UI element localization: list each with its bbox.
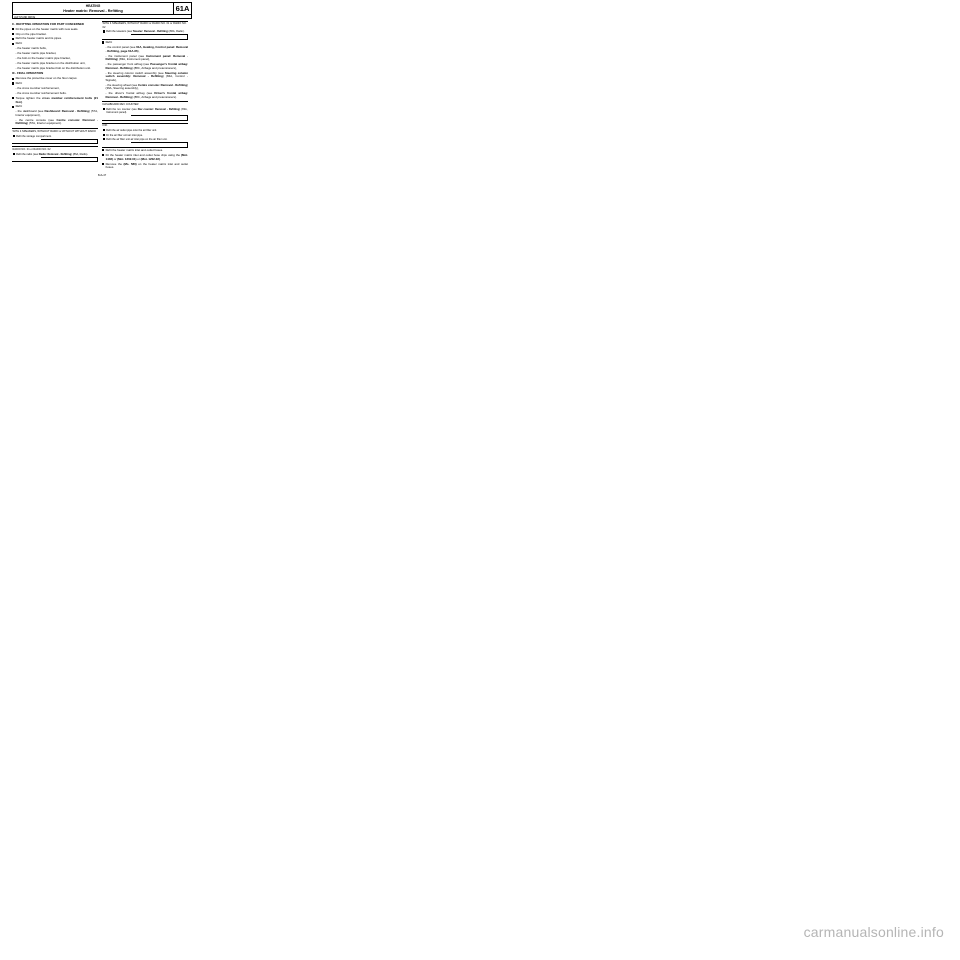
page-header: HEATING Heater matrix: Removal - Refitti… bbox=[12, 2, 192, 15]
condition-head: RADIO NO. 01 or RADIO NO. 02 bbox=[13, 148, 98, 151]
header-text: HEATING Heater matrix: Removal - Refitti… bbox=[13, 3, 173, 14]
dash-item: the steering wheel (see Centre console: … bbox=[102, 84, 188, 91]
list-item: Fit the pipes on the heater matrix with … bbox=[12, 28, 98, 32]
condition-box: WITH 4 SPEAKERS, WITHOUT RADIO or RADIO … bbox=[102, 21, 188, 40]
drive-bar: LEFT-HAND DRIVE bbox=[12, 15, 192, 19]
body-columns: II - REFITTING OPERATION FOR PART CONCER… bbox=[12, 21, 192, 172]
condition-box: WITH 4 SPEAKERS, WITHOUT RADIO or WITHOU… bbox=[12, 128, 98, 144]
list-item: Refit the storage compartment. bbox=[13, 135, 98, 138]
condition-head: K9K bbox=[103, 124, 188, 127]
list-item: Refit the radio (see Radio: Removal - Re… bbox=[13, 153, 98, 156]
condition-box: DASHBOARD REV COUNTER Refit the rev coun… bbox=[102, 101, 188, 120]
list-item: Remove the (Ms. 583) on the heater matri… bbox=[102, 163, 188, 170]
condition-head: WITH 4 SPEAKERS, WITHOUT RADIO or WITHOU… bbox=[13, 130, 98, 133]
list-item: Remove the protective cover on the floor… bbox=[12, 77, 98, 81]
dash-item: the heater matrix pipe bracket on the di… bbox=[12, 62, 98, 66]
condition-head: WITH 4 SPEAKERS, WITHOUT RADIO or RADIO … bbox=[103, 22, 188, 28]
section-2-title: II - REFITTING OPERATION FOR PART CONCER… bbox=[12, 23, 98, 27]
dash-item: the steering column switch assembly (see… bbox=[102, 72, 188, 83]
dash-item: the control panel (see 61A, Heating, Con… bbox=[102, 46, 188, 53]
dash-item: the passenger front airbag (see Passenge… bbox=[102, 63, 188, 70]
list-item: Fit the heater matrix inlet and outlet h… bbox=[102, 154, 188, 161]
list-item: Fit the air filter unit air inlet pipe. bbox=[103, 134, 188, 137]
left-column: II - REFITTING OPERATION FOR PART CONCER… bbox=[12, 21, 98, 172]
list-item: Torque tighten the cross member reinforc… bbox=[12, 97, 98, 104]
dash-item: the centre console (see Centre console: … bbox=[12, 119, 98, 126]
condition-box: RADIO NO. 01 or RADIO NO. 02 Refit the r… bbox=[12, 146, 98, 162]
condition-box: K9K Refit the air outlet pipe onto the a… bbox=[102, 123, 188, 148]
list-item: Refit the rev counter (see Rev counter: … bbox=[103, 108, 188, 114]
right-column: WITH 4 SPEAKERS, WITHOUT RADIO or RADIO … bbox=[102, 21, 188, 172]
page-number: 61A-47 bbox=[12, 174, 192, 177]
section-code: 61A bbox=[173, 3, 191, 14]
list-item: Refit the tweeters (see Tweeter: Removal… bbox=[103, 30, 188, 33]
manual-page: HEATING Heater matrix: Removal - Refitti… bbox=[12, 2, 192, 177]
dash-item: the dashboard (see Dashboard: Removal - … bbox=[12, 110, 98, 117]
doc-subtitle: Heater matrix: Removal - Refitting bbox=[13, 9, 173, 14]
dash-item: the instrument panel (see Instrument pan… bbox=[102, 55, 188, 62]
list-item: Refit the heater matrix and its pipes. bbox=[12, 37, 98, 41]
condition-head: DASHBOARD REV COUNTER bbox=[103, 103, 188, 106]
section-3-title: III - FINAL OPERATION bbox=[12, 72, 98, 76]
list-item: Refit the air outlet pipe onto the air f… bbox=[103, 129, 188, 132]
watermark: carmanualsonline.info bbox=[804, 924, 944, 940]
doc-section: HEATING bbox=[13, 4, 173, 8]
list-item: Refit the air filter unit air inlet pipe… bbox=[103, 138, 188, 141]
dash-item: the driver's frontal airbag (see Driver'… bbox=[102, 92, 188, 99]
dash-item: the heater matrix pipe bracket bolt on t… bbox=[12, 67, 98, 71]
